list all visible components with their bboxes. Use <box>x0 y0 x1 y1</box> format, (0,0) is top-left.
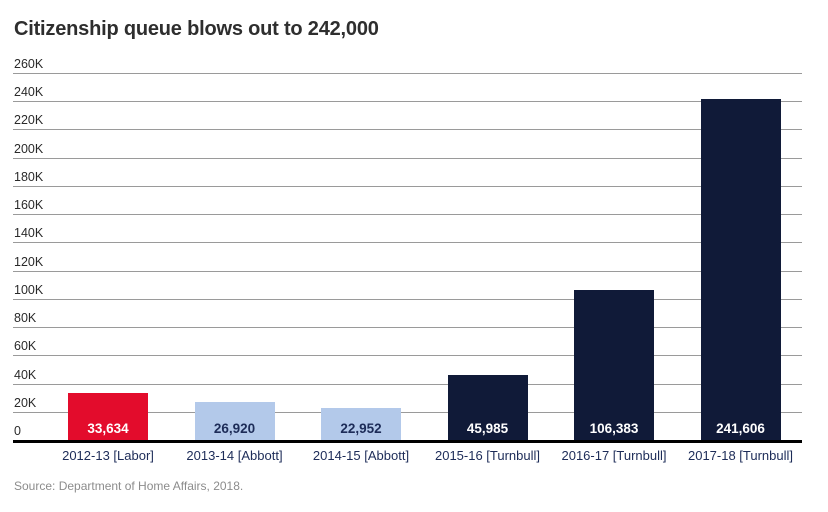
x-axis-category-label: 2013-14 [Abbott] <box>186 448 283 463</box>
y-axis-tick-label: 160K <box>14 198 44 213</box>
chart-title: Citizenship queue blows out to 242,000 <box>14 18 379 40</box>
bar-value-label: 45,985 <box>466 421 509 436</box>
y-axis-tick-label: 0 <box>14 424 21 438</box>
bar: 26,920 <box>194 402 275 440</box>
gridline <box>13 327 802 329</box>
bar-value-label: 33,634 <box>87 421 129 436</box>
gridline <box>13 242 802 244</box>
bar: 33,634 <box>68 392 148 440</box>
gridline <box>13 101 802 103</box>
gridline <box>13 270 802 272</box>
y-axis-tick-label: 220K <box>14 113 44 128</box>
gridline <box>13 157 802 159</box>
bar-value-label: 26,920 <box>213 421 256 436</box>
y-axis-tick-label: 100K <box>14 282 44 297</box>
gridline <box>13 298 802 300</box>
y-axis-tick-label: 60K <box>14 339 37 354</box>
y-axis-tick-label: 40K <box>14 367 37 382</box>
y-axis-tick-label: 240K <box>14 85 44 100</box>
y-axis-tick-label: 260K <box>14 57 44 71</box>
bar-value-label: 22,952 <box>340 421 382 436</box>
gridline <box>13 73 802 74</box>
gridline <box>13 411 802 413</box>
bar: 22,952 <box>321 407 401 440</box>
y-axis-tick-label: 180K <box>14 169 44 184</box>
gridline <box>13 129 802 131</box>
x-axis-category-label: 2015-16 [Turnbull] <box>434 448 541 463</box>
gridline <box>13 383 802 385</box>
x-axis-category-label: 2014-15 [Abbott] <box>312 448 410 463</box>
y-axis-tick-label: 120K <box>14 254 44 269</box>
gridline <box>13 185 802 187</box>
source-note: Source: Department of Home Affairs, 2018… <box>14 479 244 493</box>
gridline <box>13 214 802 216</box>
y-axis-tick-label: 80K <box>14 311 37 326</box>
x-axis-category-label: 2017-18 [Turnbull] <box>687 448 794 463</box>
bar: 45,985 <box>447 375 528 440</box>
x-axis-category-label: 2012-13 [Labor] <box>62 448 154 463</box>
bar-value-label: 241,606 <box>716 421 765 436</box>
bar: 106,383 <box>574 289 654 440</box>
gridline <box>13 355 802 357</box>
plot-area: 0 20K 40K 60K 80K 100K 120K 140K 160K 180K 200K 220… <box>13 57 802 443</box>
bar: 241,606 <box>700 98 781 440</box>
y-axis-tick-label: 20K <box>14 395 37 410</box>
bar-value-label: 106,383 <box>589 421 639 436</box>
y-axis-tick-label: 200K <box>14 141 44 156</box>
x-axis-line <box>13 440 802 443</box>
x-axis-category-label: 2016-17 [Turnbull] <box>561 448 667 463</box>
y-axis-tick-label: 140K <box>14 226 44 241</box>
